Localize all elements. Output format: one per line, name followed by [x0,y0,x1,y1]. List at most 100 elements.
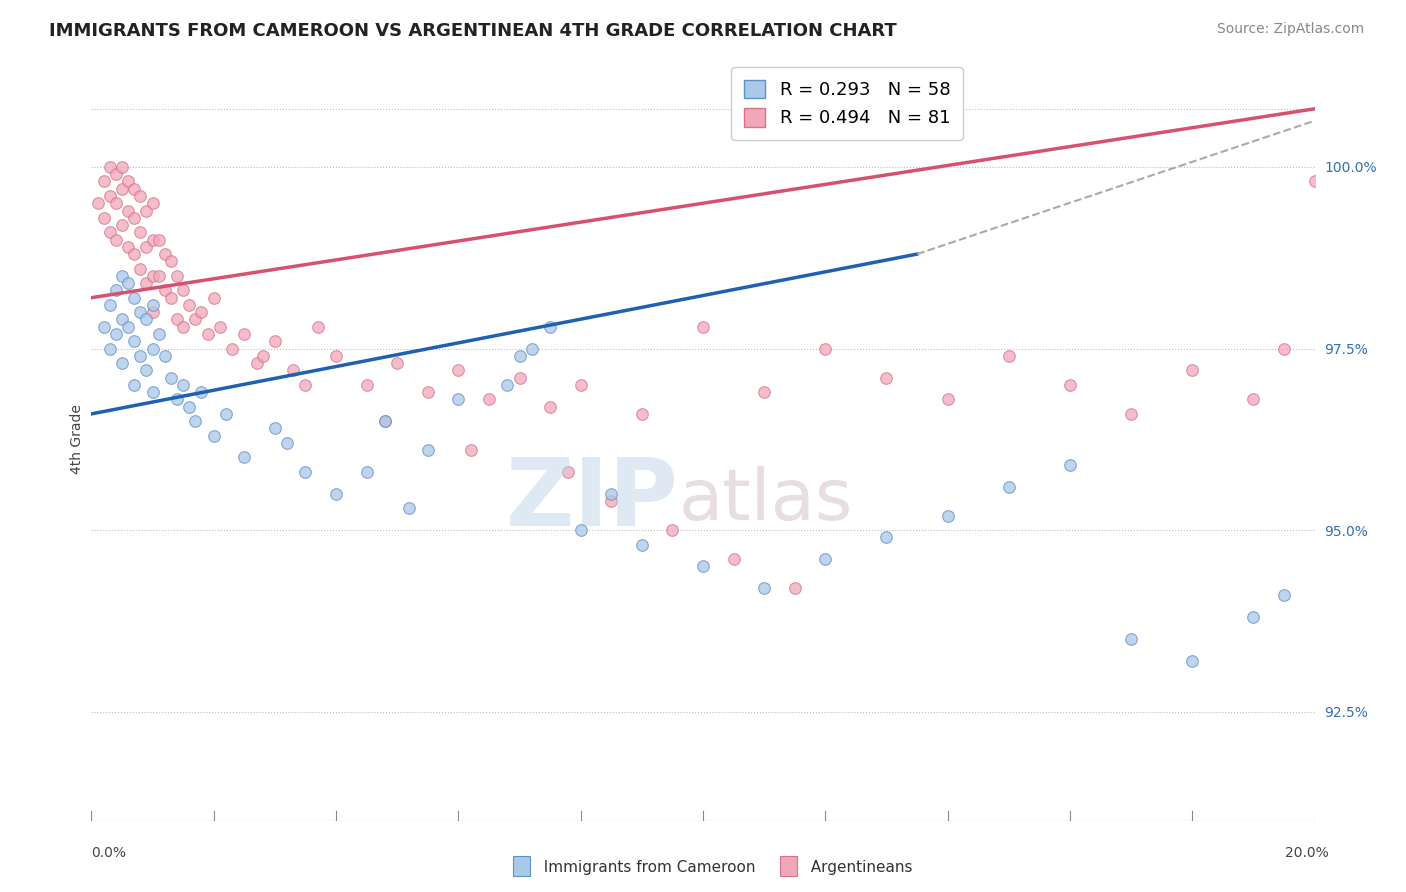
Point [1243,392,1265,407]
Point [569,523,592,537]
Point [936,508,959,523]
Point [184,312,207,326]
Point [117,276,139,290]
Point [93,174,115,188]
Point [98,225,121,239]
Point [1303,174,1326,188]
Point [179,298,201,312]
Point [447,363,470,377]
Point [98,160,121,174]
Point [215,407,238,421]
Point [153,247,176,261]
Point [509,349,531,363]
Point [661,523,683,537]
Point [135,240,157,254]
Point [478,392,501,407]
Point [160,254,183,268]
Point [1272,589,1295,603]
Point [111,182,134,196]
Point [557,465,579,479]
Point [141,342,163,356]
Point [385,356,409,370]
Point [141,268,163,283]
Point [93,319,115,334]
Point [166,392,188,407]
Point [814,552,837,566]
Point [356,465,378,479]
Point [129,349,152,363]
Point [754,385,776,400]
Point [294,377,316,392]
Point [1059,377,1081,392]
Text: 20.0%: 20.0% [1285,846,1329,860]
Point [141,233,163,247]
Point [1121,632,1143,646]
Point [252,349,274,363]
Point [129,305,152,319]
Point [190,385,212,400]
Point [148,233,170,247]
Point [569,377,592,392]
Point [221,342,243,356]
Point [104,284,127,298]
Point [416,443,439,458]
Point [197,326,219,341]
Point [104,233,127,247]
Point [600,487,623,501]
Point [190,305,212,319]
Point [1243,610,1265,624]
Text: atlas: atlas [679,466,853,535]
Point [172,319,194,334]
Point [233,326,256,341]
Point [264,421,287,435]
Point [496,377,519,392]
Point [460,443,482,458]
Point [148,268,170,283]
Point [179,400,201,414]
Point [172,377,194,392]
Point [104,167,127,181]
Point [325,349,347,363]
Point [936,392,959,407]
Point [1059,458,1081,472]
Point [111,356,134,370]
Point [208,319,231,334]
Point [148,326,170,341]
Point [356,377,378,392]
Text: 0.0%: 0.0% [91,846,127,860]
Point [245,356,267,370]
Point [160,370,183,384]
Point [98,189,121,203]
Point [202,291,225,305]
Point [692,319,714,334]
Point [875,530,898,544]
Point [509,370,531,384]
Point [166,268,188,283]
Point [117,174,139,188]
Point [141,385,163,400]
Point [117,319,139,334]
Text: Immigrants from Cameroon: Immigrants from Cameroon [534,860,756,874]
Point [129,261,152,276]
Point [129,225,152,239]
Point [93,211,115,225]
Point [111,218,134,232]
Point [184,414,207,428]
Point [447,392,470,407]
Point [135,312,157,326]
Point [98,342,121,356]
Point [166,312,188,326]
Point [172,284,194,298]
Point [141,305,163,319]
Point [416,385,439,400]
Point [1181,363,1204,377]
Text: Source: ZipAtlas.com: Source: ZipAtlas.com [1216,22,1364,37]
Point [374,414,396,428]
Point [307,319,329,334]
Point [122,247,145,261]
Point [998,479,1021,493]
Point [1272,342,1295,356]
Point [104,326,127,341]
Point [111,268,134,283]
Point [135,203,157,218]
